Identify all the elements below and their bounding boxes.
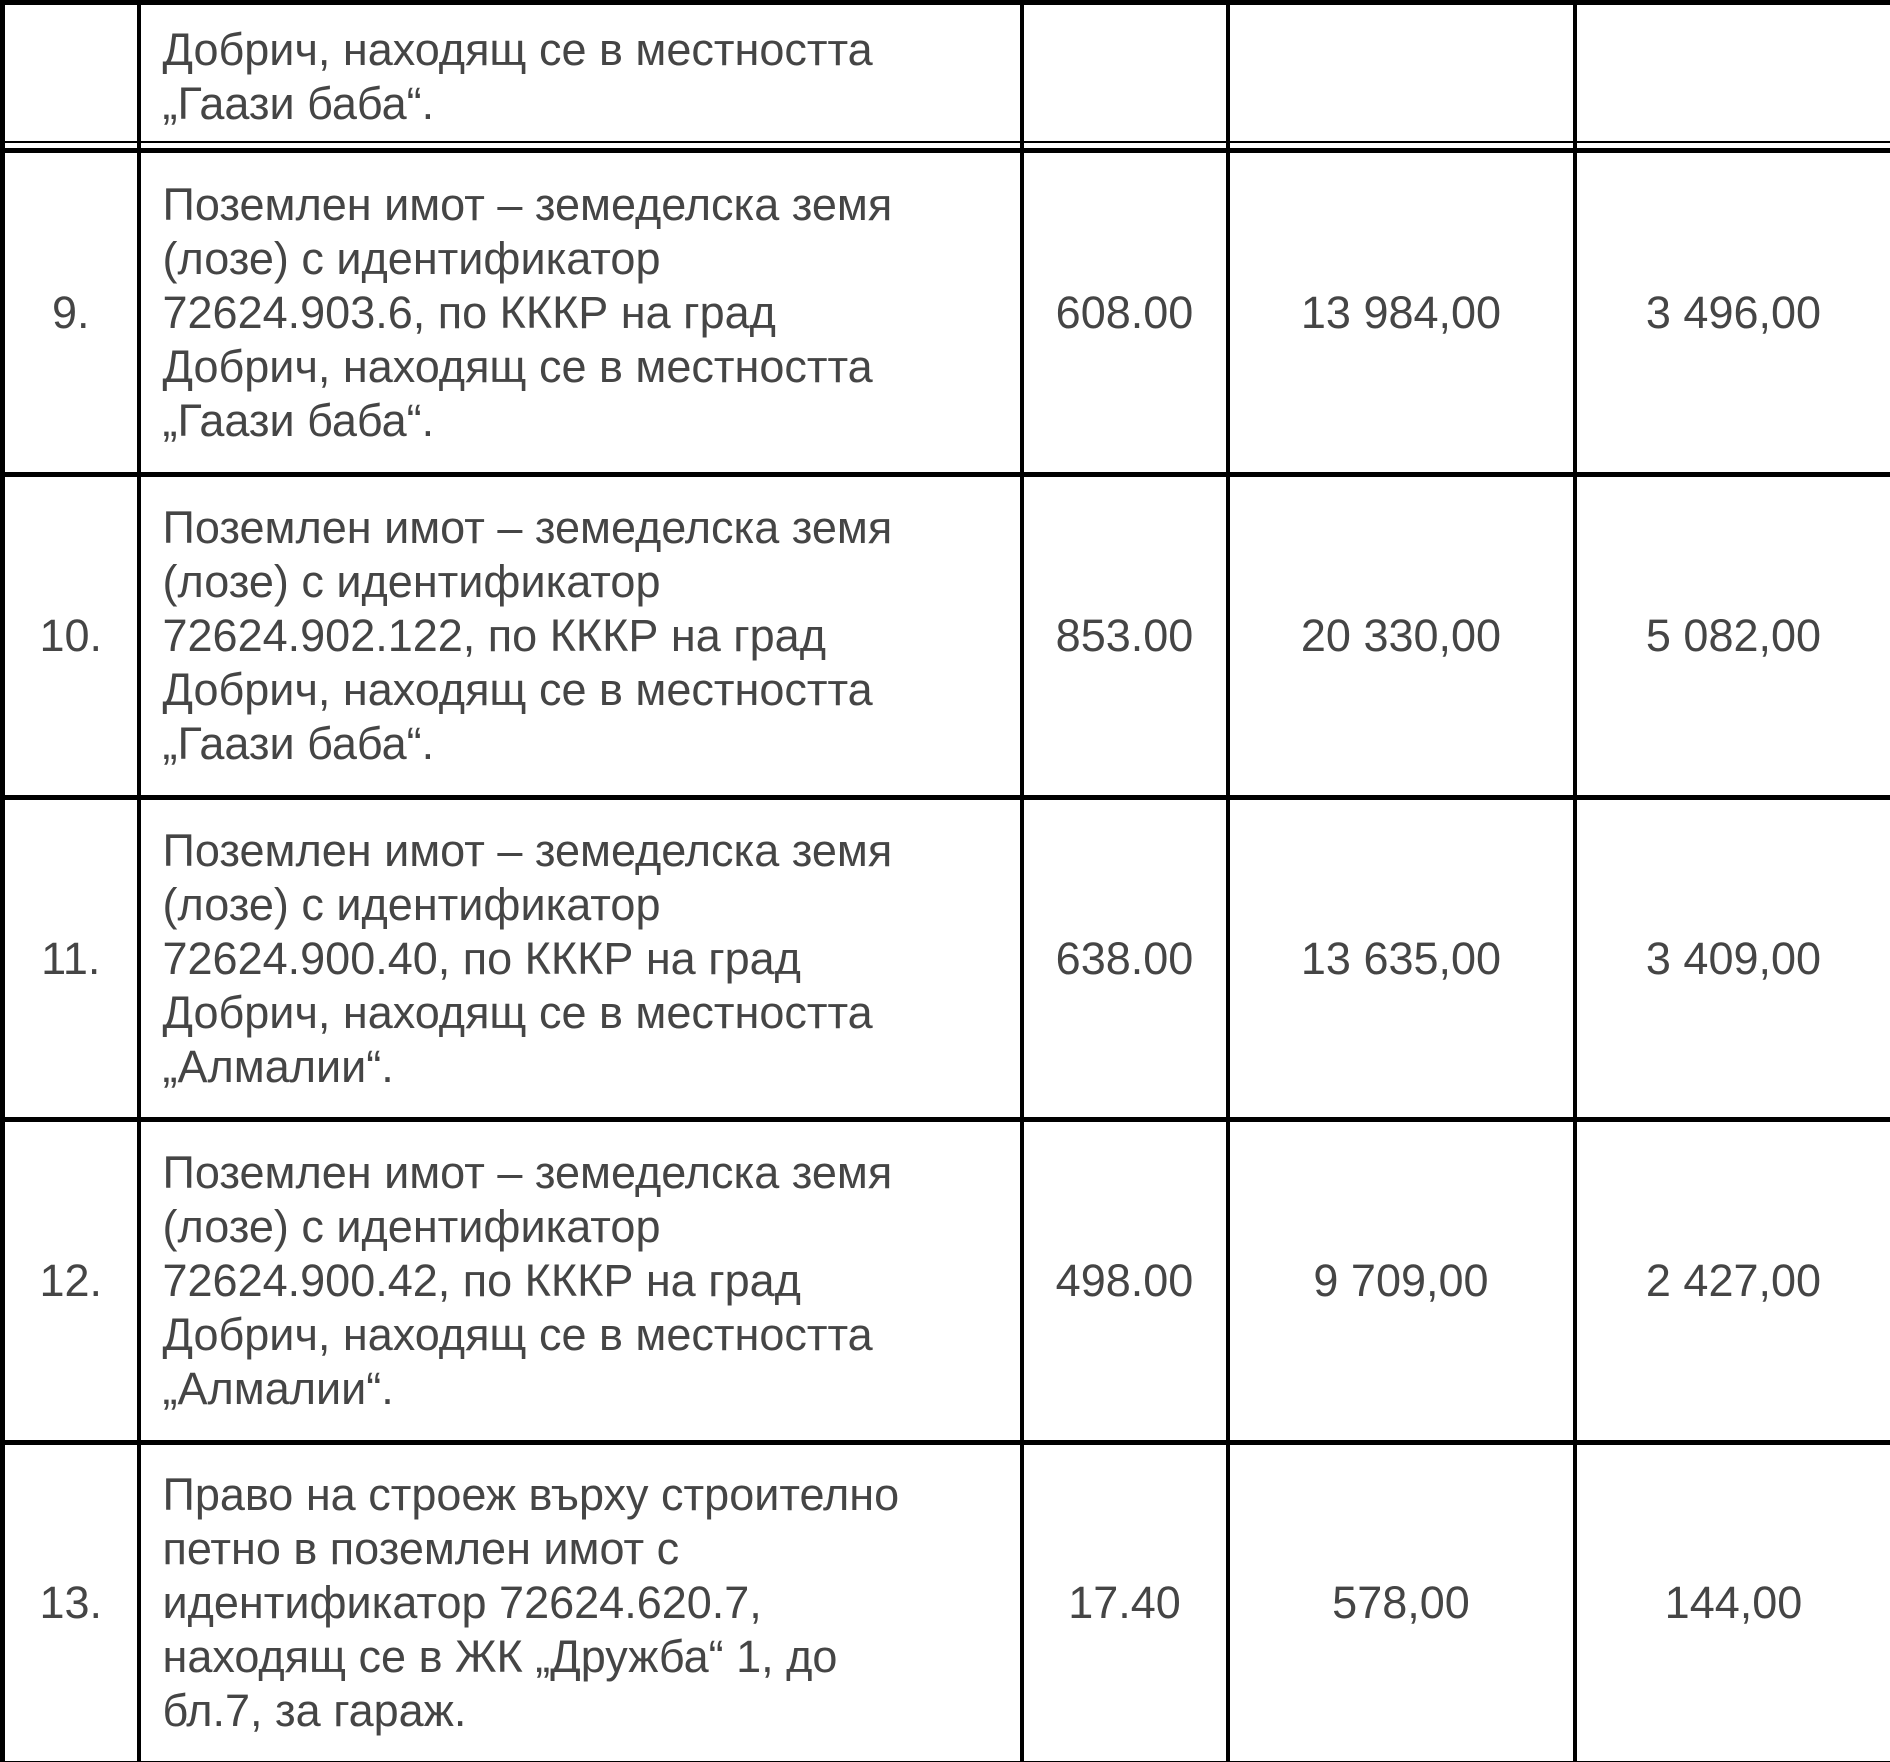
value-cell-3 [1572, 0, 1890, 153]
description-cell: Поземлен имот – земеделска земя (лозе) с … [136, 1117, 1024, 1445]
table-row: 12. Поземлен имот – земеделска земя (лозе)… [0, 1117, 1890, 1445]
value-cell-3: 2 427,00 [1572, 1117, 1890, 1445]
description-line: 72624.900.42, по КККР на град [162, 1255, 801, 1306]
value-cell-3: 5 082,00 [1572, 472, 1890, 800]
value-cell-1: 638.00 [1019, 795, 1230, 1122]
table-row: 13. Право на строеж върху строително петно… [0, 1440, 1890, 1762]
description-cell: Поземлен имот – земеделска земя (лозе) с … [136, 795, 1024, 1122]
row-number-cell: 13. [0, 1440, 141, 1762]
value-cell-3: 144,00 [1572, 1440, 1890, 1762]
value-cell-2: 13 984,00 [1225, 148, 1577, 477]
description-line: „Гаази баба“. [162, 718, 435, 769]
value-cell-2: 20 330,00 [1225, 472, 1577, 800]
description-line: (лозе) с идентификатор [162, 556, 661, 607]
description-line: 72624.900.40, по КККР на град [162, 932, 801, 984]
description-cell: Право на строеж върху строително петно в … [136, 1440, 1024, 1762]
table-row-continuation: Добрич, находящ се в местността „Гаази ба… [0, 0, 1890, 153]
row-number-cell: 12. [0, 1117, 141, 1445]
description-line: идентификатор 72624.620.7, [162, 1577, 762, 1628]
value-cell-1: 608.00 [1019, 148, 1230, 477]
value-cell-1: 498.00 [1019, 1117, 1230, 1445]
description-line: Добрич, находящ се в местността [162, 664, 873, 715]
table-row: 9. Поземлен имот – земеделска земя (лозе) … [0, 148, 1890, 477]
description-line: 72624.902.122, по КККР на град [162, 610, 826, 661]
description-line: Добрич, находящ се в местността [162, 23, 873, 75]
value-cell-1: 853.00 [1019, 472, 1230, 800]
row-number-cell: 11. [0, 795, 141, 1122]
description-line: Добрич, находящ се в местността [162, 986, 873, 1038]
description-line: Поземлен имот – земеделска земя [162, 178, 893, 230]
value-cell-1 [1019, 0, 1230, 153]
description-line: Право на строеж върху строително [162, 1469, 900, 1520]
value-cell-1: 17.40 [1019, 1440, 1230, 1762]
description-cell: Добрич, находящ се в местността „Гаази ба… [136, 0, 1024, 153]
description-line: 72624.903.6, по КККР на град [162, 286, 776, 338]
description-line: бл.7, за гараж. [162, 1685, 467, 1736]
description-line: Поземлен имот – земеделска земя [162, 502, 893, 553]
table-row: 10. Поземлен имот – земеделска земя (лозе)… [0, 472, 1890, 800]
value-cell-2: 13 635,00 [1225, 795, 1577, 1122]
row-number-cell [0, 0, 141, 153]
description-line: „Алмалии“. [162, 1363, 394, 1414]
description-line: „Гаази баба“. [162, 394, 435, 446]
row-number-cell: 10. [0, 472, 141, 800]
description-line: Добрич, находящ се в местността [162, 340, 873, 392]
description-line: (лозе) с идентификатор [162, 232, 661, 284]
value-cell-3: 3 409,00 [1572, 795, 1890, 1122]
description-line: (лозе) с идентификатор [162, 878, 661, 930]
description-line: Добрич, находящ се в местността [162, 1309, 873, 1360]
description-line: (лозе) с идентификатор [162, 1201, 661, 1252]
description-line: петно в поземлен имот с [162, 1523, 680, 1574]
row-number-cell: 9. [0, 148, 141, 477]
value-cell-2: 9 709,00 [1225, 1117, 1577, 1445]
description-line: Поземлен имот – земеделска земя [162, 824, 893, 876]
value-cell-2 [1225, 0, 1577, 153]
description-cell: Поземлен имот – земеделска земя (лозе) с … [136, 472, 1024, 800]
description-line: „Алмалии“. [162, 1040, 394, 1092]
description-line: находящ се в ЖК „Дружба“ 1, до [162, 1631, 838, 1682]
table-row: 11. Поземлен имот – земеделска земя (лозе)… [0, 795, 1890, 1122]
description-cell: Поземлен имот – земеделска земя (лозе) с … [136, 148, 1024, 477]
description-line: Поземлен имот – земеделска земя [162, 1147, 893, 1198]
value-cell-2: 578,00 [1225, 1440, 1577, 1762]
description-line: „Гаази баба“. [162, 77, 435, 129]
value-cell-3: 3 496,00 [1572, 148, 1890, 477]
